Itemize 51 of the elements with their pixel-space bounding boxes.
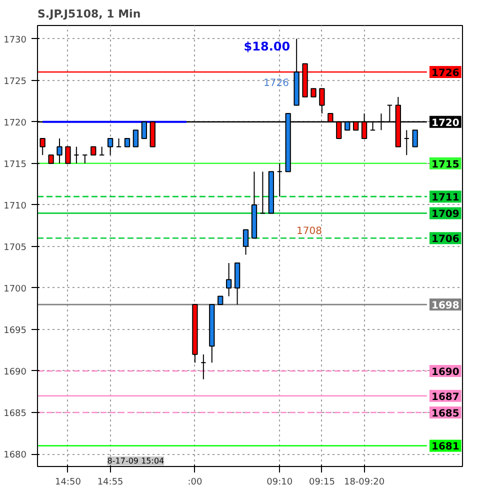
candlestick [74, 146, 80, 164]
candlestick [132, 130, 139, 148]
ref-line-label: 1720 [431, 118, 460, 129]
ref-line-label: 1681 [431, 442, 460, 453]
y-tick-label: 1680 [4, 450, 27, 461]
chart-title: S.JP.J5108, 1 Min [38, 8, 141, 20]
y-tick-label: 1720 [4, 118, 27, 128]
y-tick-label: 1725 [4, 76, 26, 87]
candlestick [99, 146, 105, 156]
x-tick-label: :00 [188, 478, 202, 488]
ref-line-label: 1690 [431, 366, 460, 378]
candlestick [116, 138, 122, 148]
ref-line-label: 1715 [431, 159, 460, 170]
y-tick-label: 1700 [4, 284, 27, 294]
ref-line-label: 1706 [431, 234, 460, 246]
candlestick [56, 138, 62, 164]
candlestick [141, 121, 147, 139]
y-tick-label: 1695 [4, 326, 26, 336]
annotation: 1726 [264, 78, 289, 89]
x-tick-label: 14:55 [97, 478, 124, 488]
candlestick [200, 354, 206, 380]
y-tick-label: 1690 [4, 367, 27, 378]
ref-line-label: 1687 [431, 392, 460, 403]
candlestick [276, 162, 282, 198]
annotation: $18.00 [244, 40, 290, 54]
x-tick-label: 09:15 [308, 478, 335, 488]
candlestick [226, 262, 232, 297]
x-tick-label: 09:10 [266, 478, 293, 488]
y-tick-label: 1705 [4, 242, 26, 253]
ref-line-label: 1685 [431, 408, 460, 420]
candlestick [82, 154, 88, 164]
annotation: 1708 [296, 226, 322, 237]
y-tick-label: 1685 [4, 409, 26, 420]
y-tick-label: 1715 [4, 160, 26, 170]
candlestick [404, 130, 410, 156]
y-tick-label: 1730 [4, 35, 27, 46]
y-tick-label: 1710 [4, 201, 27, 212]
candlestick [107, 138, 114, 156]
ref-line-label: 1726 [431, 68, 460, 80]
candlestick [242, 229, 249, 256]
candlestick [40, 138, 46, 156]
ref-line-label: 1711 [431, 192, 460, 204]
x-tick-label: 18-09:20 [344, 478, 385, 488]
ref-line-label: 1698 [431, 300, 460, 312]
candlestick [319, 88, 325, 114]
candlestick [412, 130, 418, 148]
ref-line-label: 1709 [431, 209, 460, 220]
candlestick [260, 171, 266, 214]
candlestick [65, 146, 71, 164]
annotation: 8-17-09 15:04 [107, 456, 164, 466]
x-tick-label: 14:50 [55, 478, 82, 488]
